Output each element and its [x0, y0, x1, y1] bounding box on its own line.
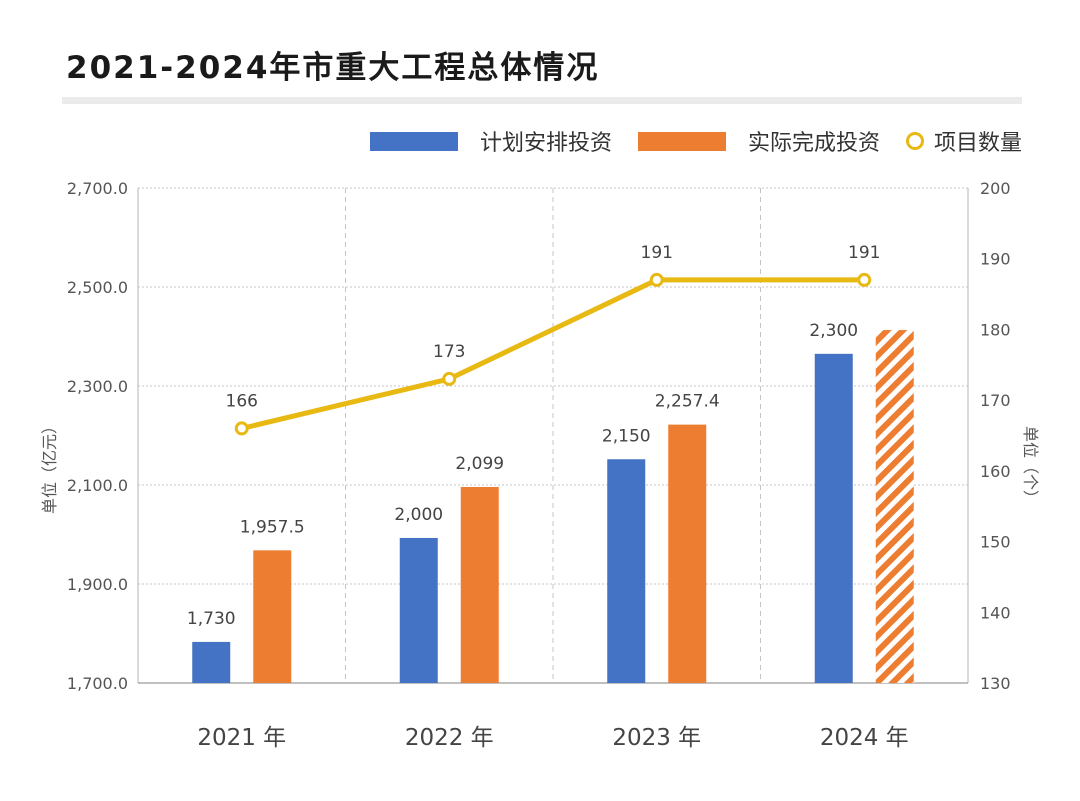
y-tick-right: 160 — [980, 462, 1011, 481]
y-tick-right: 200 — [980, 179, 1011, 198]
data-label-planned: 1,730 — [187, 609, 236, 629]
y-tick-right: 140 — [980, 603, 1011, 622]
title-underline — [62, 97, 1022, 104]
y-tick-right: 170 — [980, 391, 1011, 410]
bar-actual — [253, 550, 292, 683]
y-tick-right: 150 — [980, 533, 1011, 552]
y-tick-left: 2,500.0 — [67, 278, 128, 297]
legend-swatch-actual — [637, 131, 726, 151]
x-tick-label: 2021 年 — [197, 725, 286, 751]
data-label-planned: 2,150 — [602, 426, 651, 446]
data-label-planned: 2,000 — [394, 505, 443, 525]
bar-actual — [668, 424, 707, 683]
bar-actual — [875, 330, 914, 683]
data-label-count: 191 — [641, 243, 673, 263]
line-point-count — [234, 421, 249, 436]
legend-label-planned: 计划安排投资 — [479, 131, 612, 156]
line-point-count — [857, 272, 872, 287]
data-label-planned: 2,300 — [809, 321, 858, 341]
y-tick-right: 190 — [980, 250, 1011, 269]
legend-marker-count — [905, 132, 924, 150]
y-tick-left: 2,700.0 — [67, 179, 128, 198]
y-tick-left: 2,100.0 — [67, 476, 128, 495]
data-label-actual: 2,099 — [455, 454, 504, 474]
line-point-count — [649, 272, 664, 287]
data-label-count: 191 — [848, 243, 880, 263]
legend-label-actual: 实际完成投资 — [747, 131, 880, 156]
legend-swatch-planned — [369, 131, 458, 151]
legend-item-planned: 计划安排投资 — [369, 125, 612, 157]
bar-planned — [814, 353, 853, 683]
data-label-count: 166 — [226, 391, 258, 411]
bar-actual — [460, 486, 499, 683]
bar-planned — [399, 537, 438, 683]
legend-item-count: 项目数量 — [905, 125, 1022, 157]
x-tick-label: 2023 年 — [612, 725, 701, 751]
data-label-actual: 1,957.5 — [240, 517, 305, 537]
y-tick-right: 130 — [980, 674, 1011, 693]
legend-label-count: 项目数量 — [933, 131, 1022, 156]
x-tick-label: 2022 年 — [405, 725, 494, 751]
series-line-count — [239, 277, 867, 431]
data-label-actual: 2,257.4 — [655, 392, 720, 412]
data-label-count: 173 — [433, 342, 465, 362]
legend-item-actual: 实际完成投资 — [637, 125, 880, 157]
bar-planned — [192, 641, 231, 683]
x-tick-label: 2024 年 — [820, 725, 909, 751]
legend: 计划安排投资 实际完成投资 项目数量 — [344, 124, 1022, 158]
chart-title: 2021-2024年市重大工程总体情况 — [66, 50, 600, 86]
y-tick-left: 2,300.0 — [67, 377, 128, 396]
line-point-count — [442, 371, 457, 386]
y-tick-left: 1,900.0 — [67, 575, 128, 594]
y-tick-right: 180 — [980, 320, 1011, 339]
y-tick-left: 1,700.0 — [67, 674, 128, 693]
bar-planned — [607, 459, 646, 683]
